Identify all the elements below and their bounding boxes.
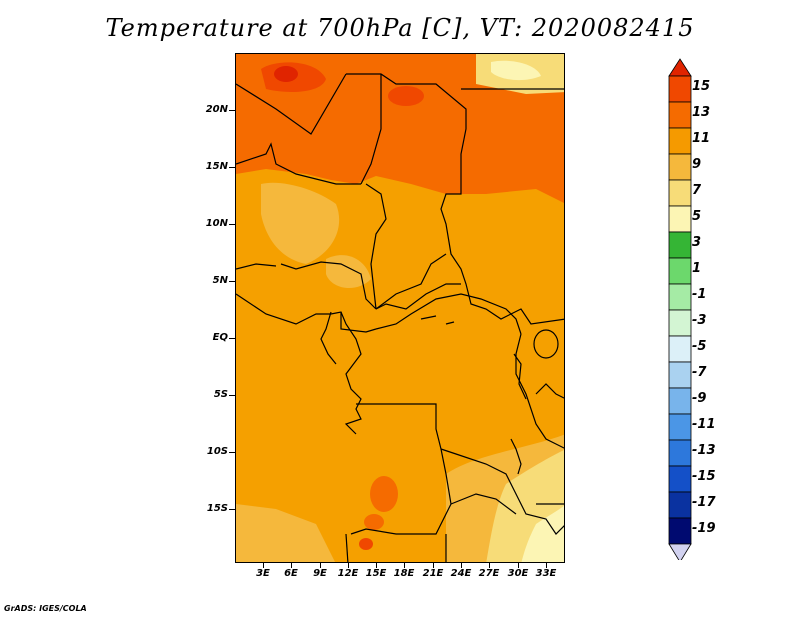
colorbar-box (668, 127, 692, 155)
lat-tick (229, 167, 235, 168)
lon-tick (461, 563, 462, 568)
colorbar-label-neg3: -3 (692, 313, 707, 328)
lake-small-b (445, 321, 455, 325)
contour-15-core (274, 66, 298, 82)
lat-label-10n: 10N (205, 218, 228, 229)
lon-label-21e: 21E (422, 568, 444, 579)
lon-tick (291, 563, 292, 568)
colorbar-bottom-arrow (668, 543, 692, 560)
contour-7-9-southwest (236, 504, 335, 562)
colorbar-label-neg7: -7 (692, 365, 707, 380)
colorbar-label-neg9: -9 (692, 391, 707, 406)
colorbar-box (668, 283, 692, 311)
contour-11-13-angola (370, 476, 398, 512)
lake-malawi (510, 438, 522, 475)
lon-label-6e: 6E (284, 568, 298, 579)
colorbar-label-15: 15 (692, 79, 711, 94)
lat-tick (229, 452, 235, 453)
lon-tick (263, 563, 264, 568)
colorbar-top-arrow (668, 58, 692, 77)
lon-tick (546, 563, 547, 568)
lon-label-15e: 15E (365, 568, 387, 579)
lon-label-12e: 12E (337, 568, 359, 579)
colorbar-label-neg5: -5 (692, 339, 707, 354)
colorbar-label-9: 9 (692, 157, 702, 172)
colorbar-label-neg19: -19 (692, 521, 716, 536)
colorbar-label-neg15: -15 (692, 469, 716, 484)
lat-label-15s: 15S (206, 503, 228, 514)
lake-tanganyika (513, 353, 527, 400)
colorbar-box (668, 205, 692, 233)
grads-credit: GrADS: IGES/COLA (4, 604, 87, 613)
colorbar-box (668, 179, 692, 207)
lake-outlines (420, 315, 559, 475)
colorbar-label-neg1: -1 (692, 287, 707, 302)
colorbar-label-neg13: -13 (692, 443, 716, 458)
contour-11-13-angola-b (364, 514, 384, 530)
colorbar-label-7: 7 (692, 183, 702, 198)
lat-tick (229, 509, 235, 510)
contour-3-5-northeast (491, 60, 541, 81)
colorbar-box (668, 387, 692, 415)
lon-label-18e: 18E (393, 568, 415, 579)
lon-label-24e: 24E (450, 568, 472, 579)
lon-tick (489, 563, 490, 568)
contour-11-13-north (236, 54, 564, 203)
lon-label-9e: 9E (313, 568, 327, 579)
lon-label-33e: 33E (535, 568, 557, 579)
lat-tick (229, 281, 235, 282)
colorbar-box (668, 257, 692, 285)
lat-label-15n: 15N (205, 161, 228, 172)
colorbar-label-5: 5 (692, 209, 702, 224)
colorbar-box (668, 465, 692, 493)
colorbar-box (668, 439, 692, 467)
lon-tick (376, 563, 377, 568)
colorbar-box (668, 361, 692, 389)
lake-small-a (420, 315, 437, 320)
contour-13-15-central-north (388, 86, 424, 106)
contour-13-15-angola (359, 538, 373, 550)
colorbar-label-neg17: -17 (692, 495, 716, 510)
colorbar-label-11: 11 (692, 131, 711, 146)
lake-victoria (533, 329, 559, 359)
colorbar-box (668, 491, 692, 519)
lon-tick (404, 563, 405, 568)
lat-tick (229, 338, 235, 339)
lat-label-10s: 10S (206, 446, 228, 457)
lon-label-3e: 3E (256, 568, 270, 579)
colorbar-box (668, 101, 692, 129)
temperature-map (236, 54, 564, 562)
lon-tick (320, 563, 321, 568)
contour-7-9-west (261, 182, 340, 264)
colorbar-box (668, 517, 692, 545)
contour-3-5-southeast (521, 505, 564, 562)
colorbar-box (668, 153, 692, 181)
lon-tick (518, 563, 519, 568)
lat-label-5n: 5N (212, 275, 228, 286)
lat-label-20n: 20N (205, 104, 228, 115)
lon-tick (348, 563, 349, 568)
map-panel (235, 53, 565, 563)
lat-label-5s: 5S (213, 389, 228, 400)
colorbar-label-13: 13 (692, 105, 711, 120)
colorbar-label-1: 1 (692, 261, 702, 276)
lon-tick (433, 563, 434, 568)
lat-tick (229, 224, 235, 225)
colorbar-box (668, 231, 692, 259)
country-borders (236, 73, 564, 562)
colorbar-scale (668, 58, 692, 560)
lat-label-eq: EQ (212, 332, 228, 343)
map-title: Temperature at 700hPa [C], VT: 202008241… (105, 14, 695, 42)
lat-tick (229, 110, 235, 111)
colorbar-box (668, 413, 692, 441)
colorbar-label-neg11: -11 (692, 417, 716, 432)
colorbar-box (668, 309, 692, 337)
lon-label-30e: 30E (507, 568, 529, 579)
colorbar-box (668, 335, 692, 363)
lat-tick (229, 395, 235, 396)
lon-label-27e: 27E (478, 568, 500, 579)
colorbar-label-3: 3 (692, 235, 702, 250)
colorbar-box (668, 75, 692, 103)
